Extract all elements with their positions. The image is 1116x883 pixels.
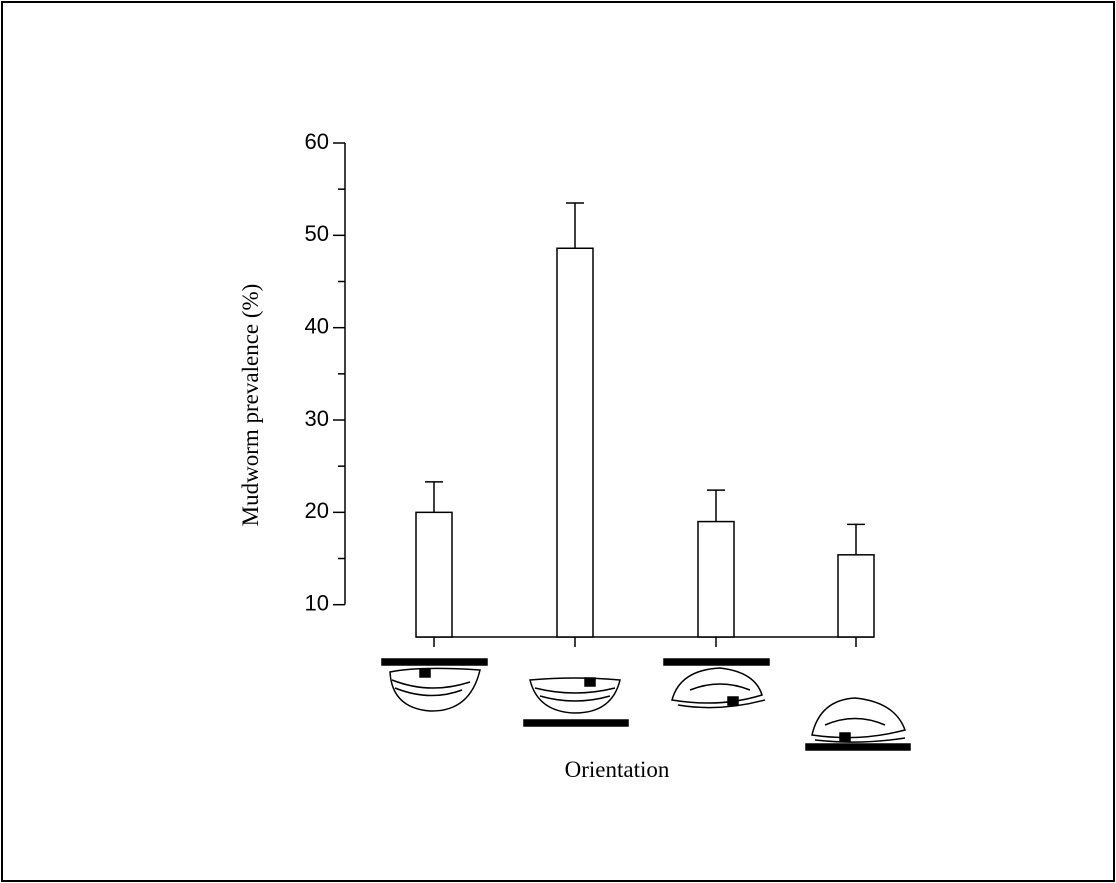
bar [837,554,875,638]
shell-hinge [839,732,851,742]
shell-icon [534,687,616,702]
bar [697,520,735,638]
y-tick-label: 60 [305,129,329,154]
shell-icon [677,683,766,709]
shell-icon [529,677,621,714]
y-tick-label: 10 [305,590,329,615]
shell-icon [671,667,763,704]
shell-icon [811,697,906,739]
bar [556,247,594,638]
substrate-bar [381,658,488,666]
shell-icon [391,679,471,697]
substrate-bar [805,743,911,751]
y-tick-label: 50 [305,221,329,246]
orientation-icons [381,658,911,751]
shell-hinge [419,668,431,678]
substrate-bar [663,658,770,666]
substrate-bar [523,719,629,727]
shell-hinge [584,677,596,687]
y-tick-label: 40 [305,313,329,338]
bar [415,511,453,638]
shell-hinge [727,696,739,706]
y-axis-title: Mudworm prevalence (%) [238,284,263,527]
y-tick-label: 20 [305,498,329,523]
shell-icon [389,667,481,712]
shell-icon [814,717,906,743]
x-axis-title: Orientation [565,757,670,782]
y-tick-label: 30 [305,406,329,431]
